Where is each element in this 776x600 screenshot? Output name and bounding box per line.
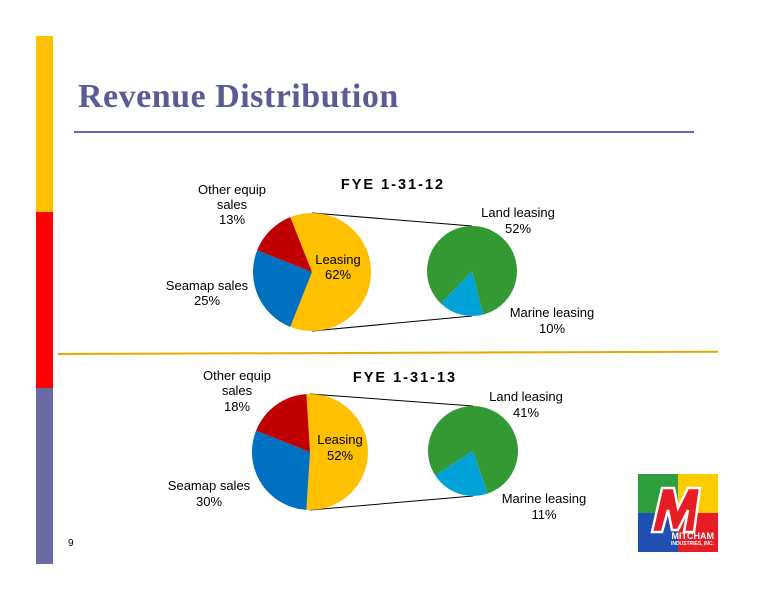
value-other-equip: 18% bbox=[224, 399, 250, 414]
label-marine-leasing: Marine leasing bbox=[510, 305, 595, 320]
value-seamap-sales: 25% bbox=[194, 293, 220, 308]
value-leasing: 62% bbox=[325, 267, 351, 282]
label-other-equip-line2: sales bbox=[217, 197, 248, 212]
label-seamap-sales: Seamap sales bbox=[168, 478, 251, 493]
value-leasing: 52% bbox=[327, 448, 353, 463]
label-leasing: Leasing bbox=[317, 432, 363, 447]
value-land-leasing: 41% bbox=[513, 405, 539, 420]
label-marine-leasing: Marine leasing bbox=[502, 491, 587, 506]
connector-line-bottom bbox=[309, 495, 474, 511]
slice-leasing bbox=[306, 394, 368, 510]
chart-fye-2012: FYE 1-31-12 Leasing 62% Seamap sales 25%… bbox=[166, 177, 594, 336]
accent-bar-red bbox=[36, 212, 53, 388]
value-marine-leasing: 10% bbox=[539, 321, 565, 336]
slice-other-equip-sales bbox=[256, 394, 310, 452]
connector-line-bottom bbox=[311, 315, 473, 332]
title-underline bbox=[74, 131, 694, 133]
value-seamap-sales: 30% bbox=[196, 494, 222, 509]
slide-title: Revenue Distribution bbox=[78, 78, 399, 115]
connector-line-top bbox=[311, 212, 473, 227]
logo-subtext: INDUSTRIES, INC. bbox=[670, 541, 714, 547]
chart-fye-2013: FYE 1-31-13 Leasing 52% Seamap sales 30%… bbox=[168, 368, 586, 522]
label-land-leasing: Land leasing bbox=[481, 205, 555, 220]
page-number: 9 bbox=[68, 538, 74, 549]
label-other-equip-line1: Other equip bbox=[198, 182, 266, 197]
slice-seamap-sales bbox=[252, 430, 310, 510]
value-other-equip: 13% bbox=[219, 212, 245, 227]
slice-land-leasing bbox=[426, 226, 517, 315]
accent-bar-yellow bbox=[36, 36, 53, 212]
label-other-equip-line1: Other equip bbox=[203, 368, 271, 383]
slice-marine-leasing bbox=[435, 451, 488, 496]
value-land-leasing: 52% bbox=[505, 221, 531, 236]
mitcham-logo: MITCHAM INDUSTRIES, INC. bbox=[638, 474, 718, 552]
chart-title: FYE 1-31-13 bbox=[353, 370, 457, 386]
label-other-equip-line2: sales bbox=[222, 383, 253, 398]
slice-land-leasing bbox=[427, 405, 518, 494]
connector-line-top bbox=[309, 393, 474, 407]
logo-text: MITCHAM bbox=[671, 531, 715, 541]
value-marine-leasing: 11% bbox=[531, 507, 556, 522]
slice-other-equip-sales bbox=[257, 217, 312, 272]
label-leasing: Leasing bbox=[315, 252, 361, 267]
logo-graphic bbox=[638, 474, 718, 552]
slice-marine-leasing bbox=[440, 271, 484, 316]
label-seamap-sales: Seamap sales bbox=[166, 278, 249, 293]
slice-leasing bbox=[290, 212, 371, 331]
label-land-leasing: Land leasing bbox=[489, 389, 563, 404]
accent-bar-slate bbox=[36, 388, 53, 564]
slice-seamap-sales bbox=[252, 250, 312, 327]
chart-title: FYE 1-31-12 bbox=[341, 177, 445, 193]
